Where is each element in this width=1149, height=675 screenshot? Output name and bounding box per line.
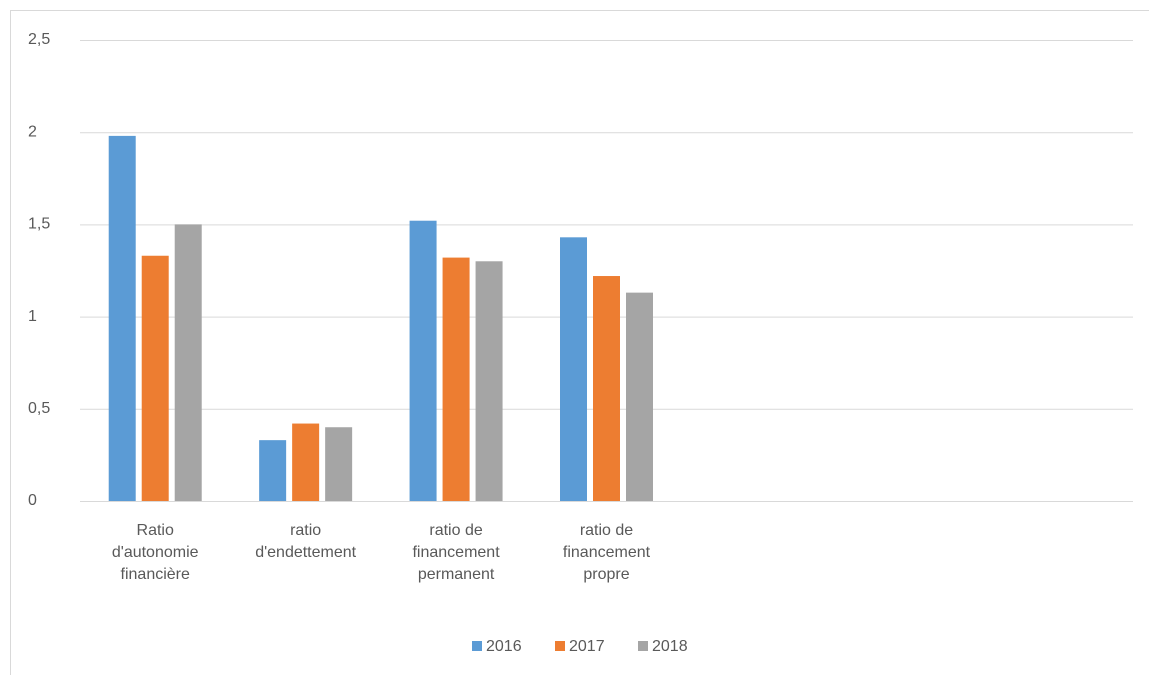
y-tick-label: 2 <box>28 123 37 140</box>
bar <box>259 440 287 501</box>
bar <box>442 257 470 501</box>
bar <box>108 135 136 501</box>
chart-border <box>10 10 1149 675</box>
y-tick-label: 1,5 <box>28 216 50 233</box>
bar <box>292 423 320 501</box>
x-tick-label: ratio d'endettement <box>255 522 357 561</box>
bar <box>475 261 503 501</box>
x-tick-label: ratio de financement permanent <box>412 522 500 583</box>
legend-label: 2017 <box>569 638 605 655</box>
bar <box>409 220 437 501</box>
y-tick-label: 0 <box>28 492 37 509</box>
legend-label: 2016 <box>486 638 522 655</box>
legend-swatch <box>472 641 482 651</box>
bar <box>141 255 169 501</box>
bar <box>560 237 587 502</box>
y-tick-label: 2,5 <box>28 31 50 48</box>
bar <box>593 276 620 501</box>
legend-swatch <box>638 641 648 651</box>
legend-swatch <box>555 641 565 651</box>
bar <box>325 427 353 501</box>
y-tick-label: 0,5 <box>28 400 50 417</box>
x-tick-label: ratio de financement propre <box>562 522 651 583</box>
legend-label: 2018 <box>652 638 688 655</box>
y-tick-label: 1 <box>28 308 37 325</box>
bar <box>174 224 202 501</box>
x-tick-label: Ratio d'autonomie financière <box>111 522 199 583</box>
bar <box>626 292 653 501</box>
